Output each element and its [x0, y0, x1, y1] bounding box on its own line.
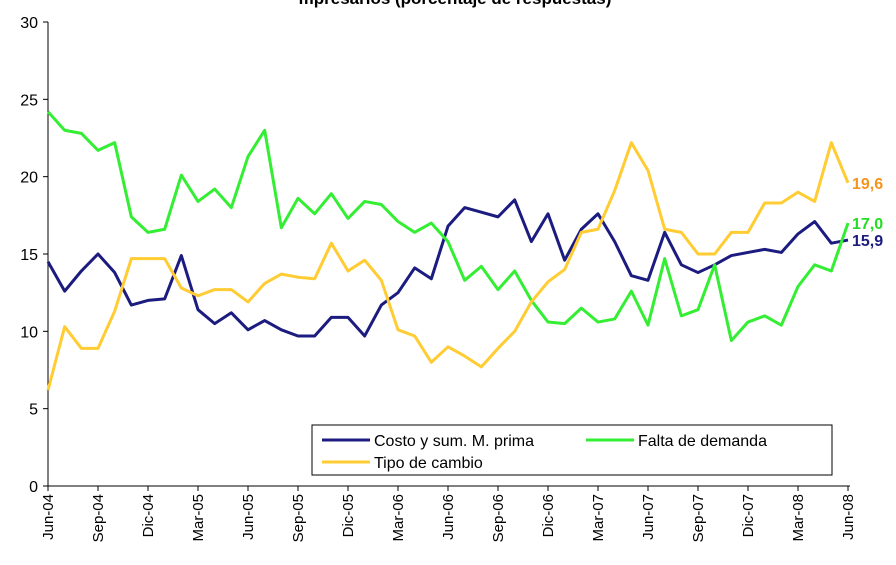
- legend-label: Costo y sum. M. prima: [374, 433, 534, 450]
- value-label: 15,9: [852, 233, 883, 250]
- x-tick-label: Sep-07: [690, 494, 707, 542]
- x-tick-label: Dic-06: [540, 494, 557, 537]
- x-tick-label: Dic-04: [140, 494, 157, 537]
- y-tick-label: 10: [20, 324, 38, 341]
- x-tick-label: Jun-08: [840, 494, 857, 540]
- y-tick-label: 20: [20, 170, 38, 187]
- x-tick-label: Sep-04: [90, 494, 107, 542]
- y-tick-label: 0: [29, 479, 38, 496]
- x-tick-label: Dic-05: [340, 494, 357, 537]
- y-tick-label: 30: [20, 15, 38, 32]
- x-tick-label: Mar-06: [390, 494, 407, 542]
- legend-label: Tipo de cambio: [374, 455, 483, 472]
- legend-box: [311, 424, 833, 476]
- x-tick-label: Jun-04: [40, 494, 57, 540]
- x-tick-label: Mar-07: [590, 494, 607, 542]
- legend-label: Falta de demanda: [638, 433, 767, 450]
- x-tick-label: Jun-07: [640, 494, 657, 540]
- chart-title: mpresarios (porcentaje de respuestas): [299, 0, 612, 8]
- x-tick-label: Sep-06: [490, 494, 507, 542]
- x-tick-label: Dic-07: [740, 494, 757, 537]
- y-tick-label: 25: [20, 92, 38, 109]
- series-line: [46, 110, 850, 343]
- x-tick-label: Jun-06: [440, 494, 457, 540]
- x-tick-label: Sep-05: [290, 494, 307, 542]
- y-tick-label: 5: [29, 402, 38, 419]
- x-tick-label: Jun-05: [240, 494, 257, 540]
- y-tick-label: 15: [20, 247, 38, 264]
- series-line: [46, 141, 850, 391]
- value-label: 19,6: [852, 176, 883, 193]
- x-tick-label: Mar-05: [190, 494, 207, 542]
- value-label: 17,0: [852, 216, 883, 233]
- x-tick-label: Mar-08: [790, 494, 807, 542]
